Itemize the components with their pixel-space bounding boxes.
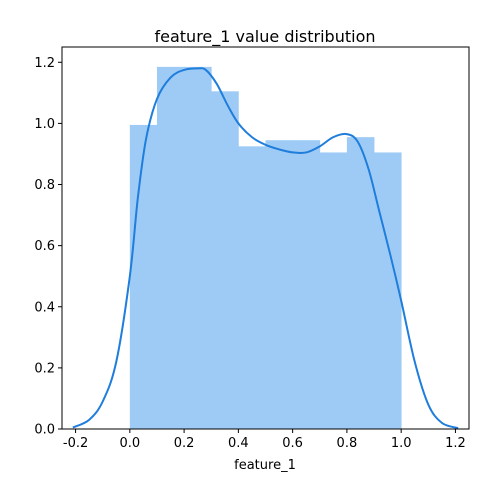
histogram-bar [184, 66, 212, 429]
plot-frame [61, 46, 470, 430]
histogram-bar [211, 91, 239, 429]
x-tick-label: 0.2 [174, 436, 195, 451]
histogram-bars [129, 66, 402, 430]
x-tick-label: 1.2 [445, 436, 466, 451]
x-tick-label: 0.0 [119, 436, 140, 451]
x-tick-label: 1.0 [391, 436, 412, 451]
y-tick-label: 1.2 [34, 56, 55, 71]
y-tick-label: 0.8 [34, 178, 55, 193]
x-tick-label: -0.2 [63, 436, 88, 451]
y-tick-label: 0.6 [34, 239, 55, 254]
histogram-bar [156, 66, 185, 429]
x-tick-label: 0.6 [282, 436, 303, 451]
histogram-bar [346, 137, 375, 430]
axis-ticks: -0.2 0.0 0.2 0.4 0.6 0.8 1.0 1.2 0.0 0.2 0.4 0.6 0.8… [34, 56, 465, 451]
histogram-bar [319, 152, 348, 429]
x-axis-label: feature_1 [234, 458, 296, 473]
chart-title: feature_1 value distribution [155, 27, 376, 47]
y-tick-label: 0.4 [34, 300, 55, 315]
y-tick-label: 0.2 [34, 361, 55, 376]
y-tick-label: 1.0 [34, 117, 55, 132]
x-tick-label: 0.8 [337, 436, 358, 451]
histogram-bar [292, 140, 321, 429]
kde-curve [72, 67, 459, 430]
histogram-bar [129, 124, 158, 429]
histogram-bar [238, 146, 266, 429]
histogram-bar [374, 152, 402, 429]
x-tick-label: 0.4 [228, 436, 249, 451]
y-tick-label: 0.0 [34, 423, 55, 438]
histogram-bar [265, 140, 294, 429]
